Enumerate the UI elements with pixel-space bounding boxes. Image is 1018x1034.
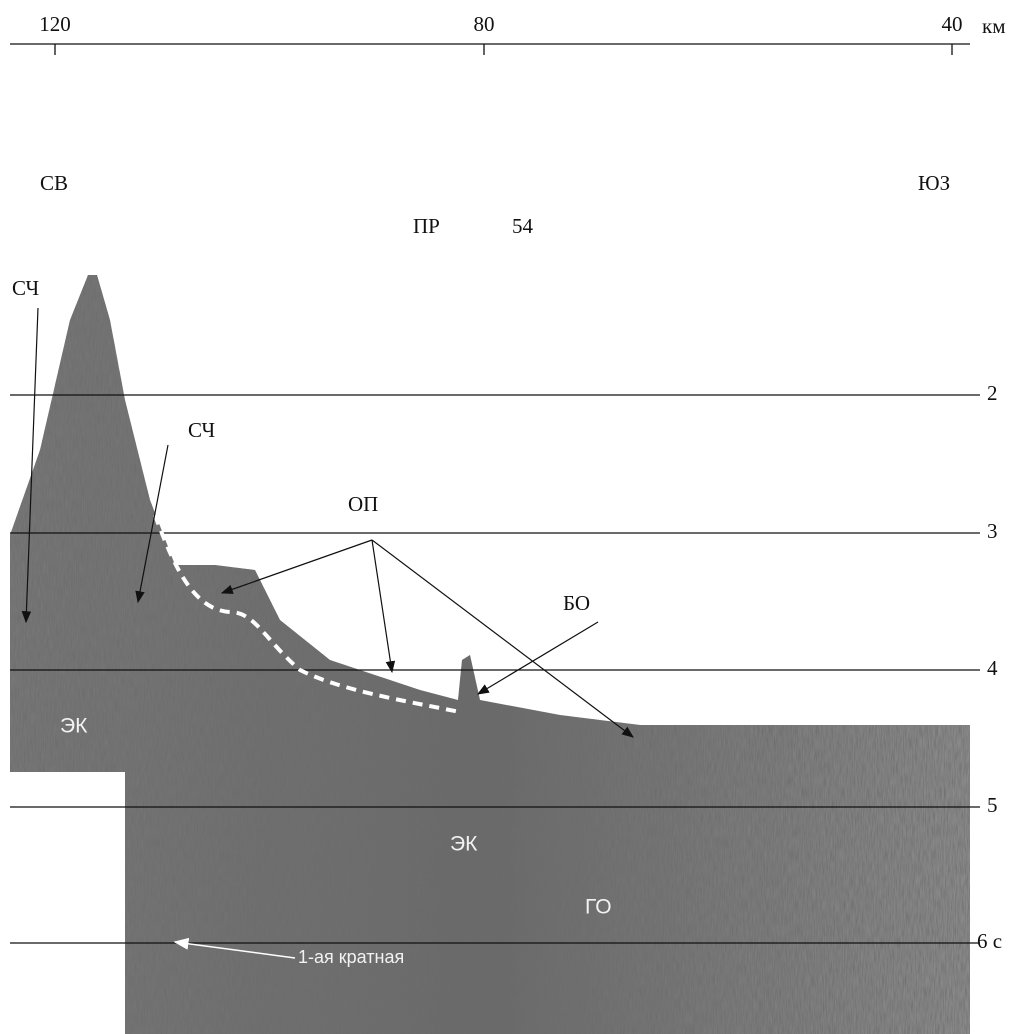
km-tick-label: 120 — [39, 12, 71, 36]
label: 1-ая кратная — [298, 947, 404, 967]
label: ОП — [348, 492, 378, 516]
direction: СВ — [40, 171, 68, 195]
time-label: 3 — [987, 519, 998, 543]
label: ЭК — [450, 833, 478, 856]
profile-number: 54 — [512, 214, 534, 238]
label: ЭК — [60, 715, 88, 738]
label: ГО — [585, 896, 612, 919]
seismic-section — [10, 275, 970, 1034]
arrow — [222, 540, 372, 593]
profile-prefix: ПР — [413, 214, 440, 238]
arrow — [372, 540, 392, 672]
direction: ЮЗ — [918, 171, 950, 195]
time-label: 4 — [987, 656, 998, 680]
km-tick-label: 40 — [942, 12, 963, 36]
time-label: 2 — [987, 381, 998, 405]
label: СЧ — [188, 418, 215, 442]
time-label: 5 — [987, 793, 998, 817]
arrow — [478, 622, 598, 694]
figure: 120 80 40 км СВ ЮЗ ПР 54 2 3 4 5 6 с СЧ … — [0, 0, 1018, 1034]
km-tick-label: 80 — [474, 12, 495, 36]
time-label: 6 с — [977, 929, 1002, 953]
km-unit: км — [982, 14, 1006, 38]
label: БО — [563, 591, 590, 615]
label: СЧ — [12, 276, 39, 300]
